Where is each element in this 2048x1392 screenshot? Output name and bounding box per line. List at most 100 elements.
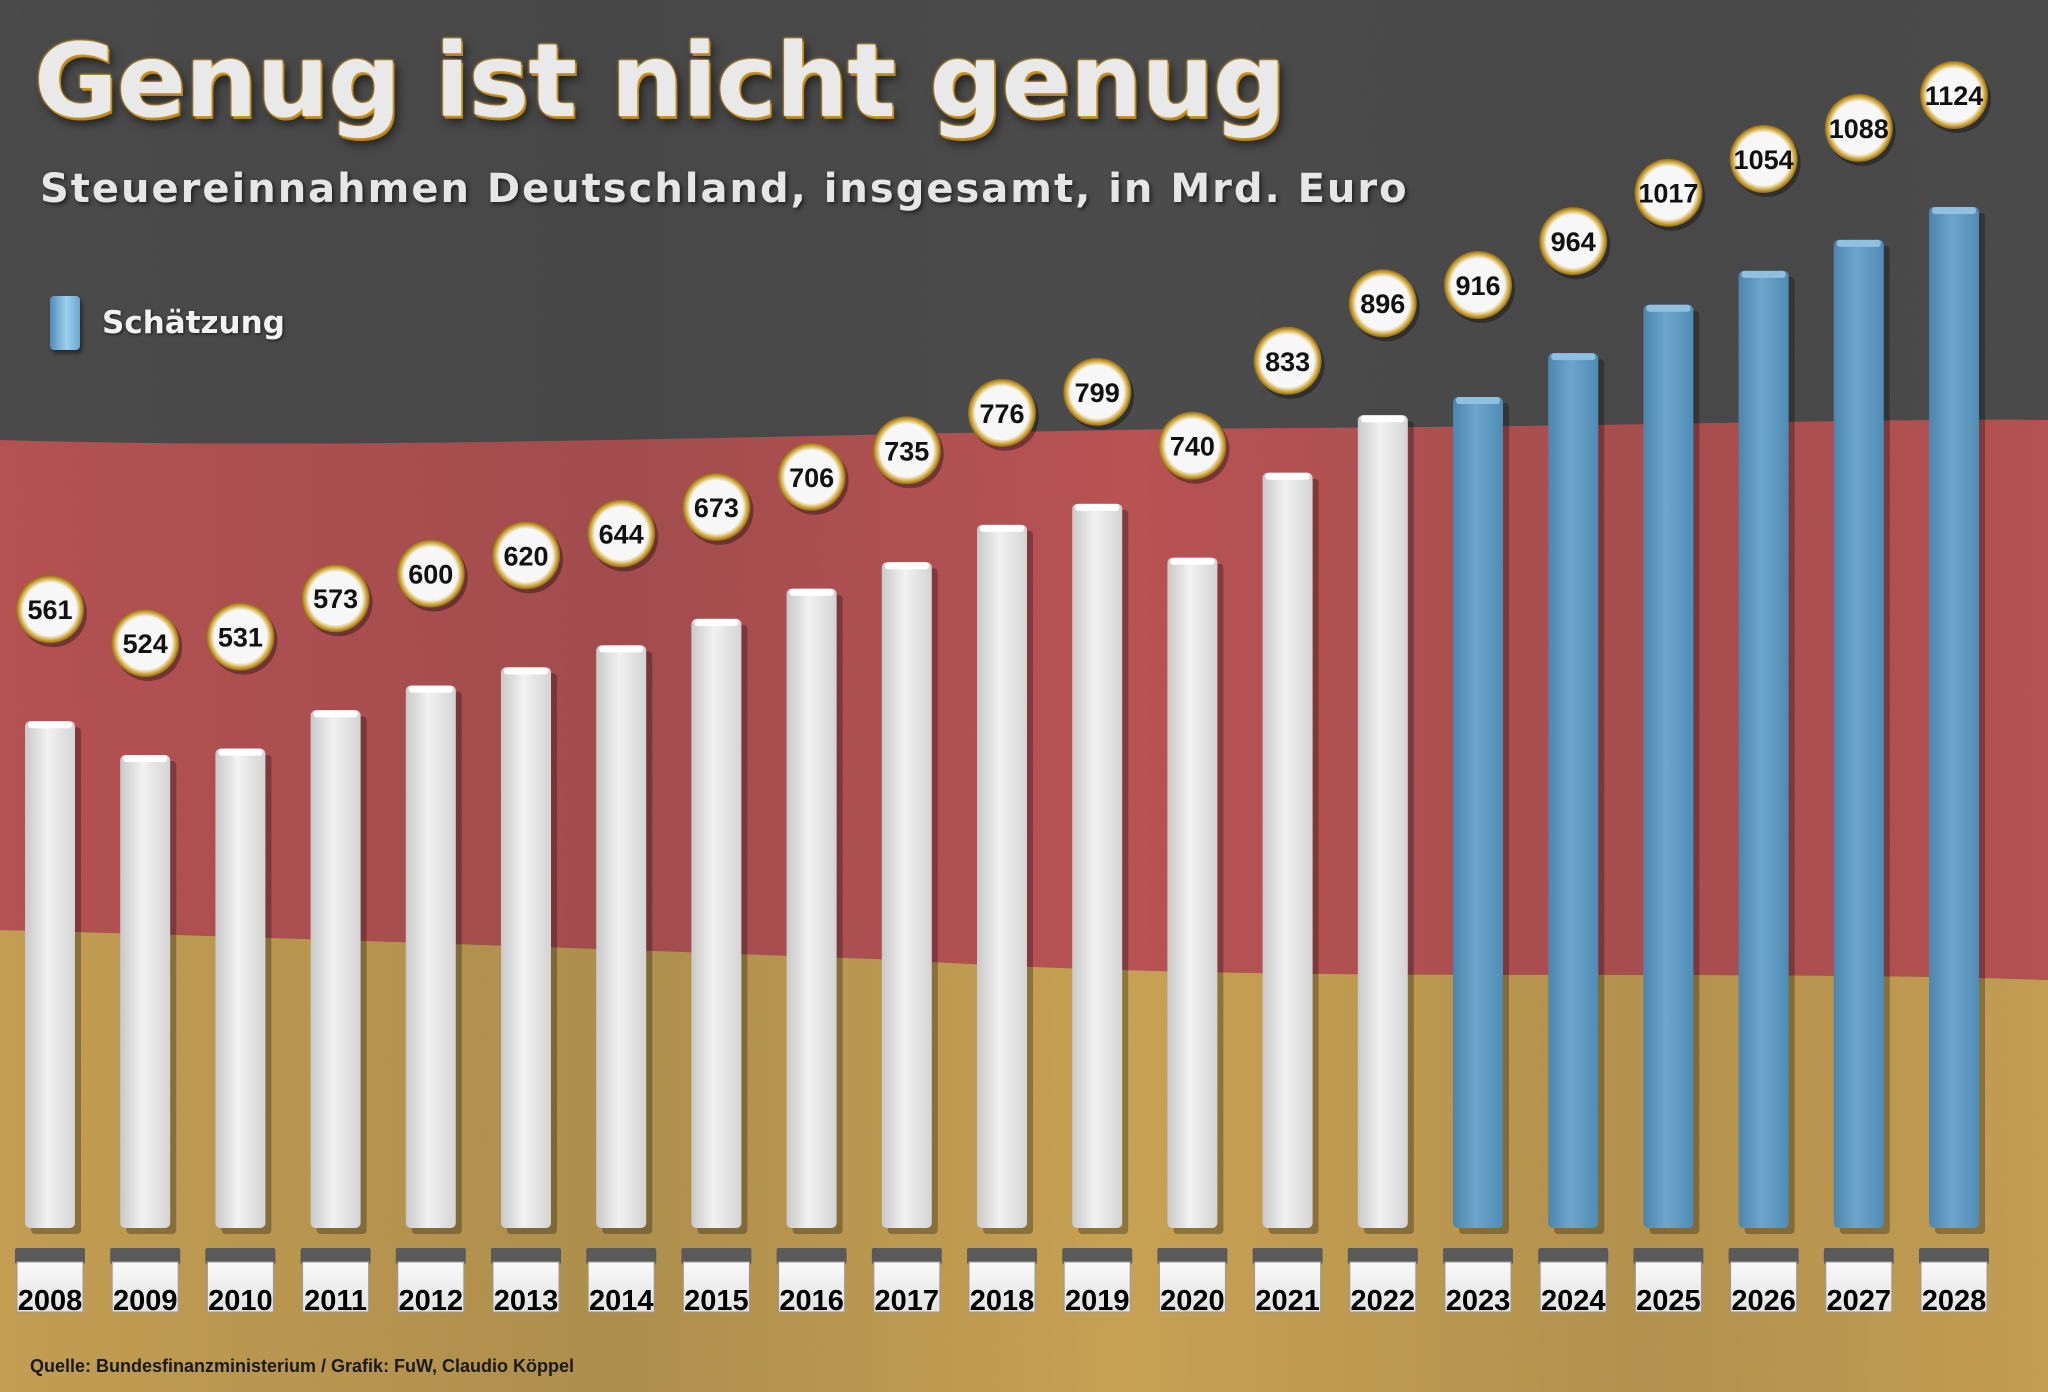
value-label-2027: 1088 — [1824, 93, 1896, 166]
value-text-2022: 896 — [1360, 289, 1405, 319]
year-label-2012: 2012 — [395, 1248, 466, 1317]
bar-2016 — [786, 588, 843, 1234]
value-label-2009: 524 — [111, 609, 183, 681]
value-label-2016: 706 — [777, 442, 849, 515]
bar-2026 — [1738, 270, 1795, 1234]
year-label-2013: 2013 — [491, 1248, 561, 1317]
bar-2010 — [215, 748, 272, 1234]
year-label-2019: 2019 — [1062, 1248, 1133, 1317]
value-text-2020: 740 — [1170, 432, 1215, 462]
year-text-2019: 2019 — [1065, 1285, 1130, 1317]
year-label-2015: 2015 — [681, 1248, 752, 1317]
value-text-2018: 776 — [979, 399, 1024, 429]
year-text-2010: 2010 — [208, 1285, 273, 1317]
year-text-2023: 2023 — [1446, 1285, 1511, 1317]
bar-2028 — [1929, 207, 1985, 1234]
source-note: Quelle: Bundesfinanzministerium / Grafik… — [30, 1356, 575, 1376]
year-label-2024: 2024 — [1538, 1248, 1609, 1317]
value-text-2012: 600 — [408, 560, 453, 590]
bar-2021 — [1262, 472, 1319, 1234]
year-label-2025: 2025 — [1633, 1248, 1704, 1317]
bar-2014 — [596, 645, 653, 1234]
year-text-2017: 2017 — [875, 1285, 940, 1317]
value-label-2019: 799 — [1063, 357, 1135, 430]
value-text-2014: 644 — [599, 519, 644, 549]
year-text-2024: 2024 — [1541, 1285, 1606, 1317]
value-label-2021: 833 — [1253, 326, 1325, 399]
value-label-2008: 561 — [16, 575, 87, 648]
bar-2017 — [881, 562, 938, 1234]
value-text-2017: 735 — [884, 436, 929, 466]
value-text-2015: 673 — [694, 493, 739, 523]
bar-2022 — [1357, 415, 1414, 1234]
value-label-2018: 776 — [968, 378, 1039, 451]
year-text-2012: 2012 — [399, 1285, 464, 1317]
value-label-2010: 531 — [206, 602, 278, 675]
year-text-2018: 2018 — [970, 1285, 1035, 1317]
chart-subtitle: Steuereinnahmen Deutschland, insgesamt, … — [40, 166, 1409, 212]
value-label-2020: 740 — [1158, 411, 1230, 484]
value-text-2019: 799 — [1075, 378, 1120, 408]
bar-2024 — [1548, 353, 1605, 1235]
year-text-2014: 2014 — [589, 1285, 654, 1317]
value-text-2016: 706 — [789, 463, 834, 493]
year-label-2017: 2017 — [871, 1248, 942, 1317]
bar-2015 — [691, 618, 748, 1234]
year-label-2010: 2010 — [205, 1248, 276, 1317]
year-text-2011: 2011 — [304, 1285, 367, 1317]
value-label-2028: 1124 — [1920, 61, 1991, 133]
value-label-2025: 1017 — [1634, 158, 1706, 231]
value-text-2027: 1088 — [1829, 114, 1889, 144]
bar-2011 — [310, 710, 367, 1234]
year-label-2023: 2023 — [1443, 1248, 1513, 1317]
year-label-2020: 2020 — [1157, 1248, 1228, 1317]
year-text-2016: 2016 — [779, 1285, 844, 1317]
year-label-2014: 2014 — [586, 1248, 657, 1317]
value-text-2011: 573 — [313, 584, 358, 614]
value-label-2022: 896 — [1348, 269, 1420, 342]
value-text-2010: 531 — [218, 623, 263, 653]
value-text-2009: 524 — [123, 629, 168, 659]
legend-label-estimate: Schätzung — [102, 305, 285, 341]
year-text-2026: 2026 — [1731, 1285, 1796, 1317]
year-label-2009: 2009 — [110, 1248, 181, 1317]
year-text-2013: 2013 — [494, 1285, 559, 1317]
year-label-2026: 2026 — [1728, 1248, 1799, 1317]
year-label-2022: 2022 — [1347, 1248, 1418, 1317]
value-text-2025: 1017 — [1638, 179, 1698, 209]
bar-2008 — [25, 721, 81, 1234]
value-text-2023: 916 — [1455, 271, 1500, 301]
bar-2018 — [977, 524, 1033, 1234]
bar-2027 — [1833, 239, 1890, 1234]
bar-2009 — [120, 755, 177, 1234]
value-text-2008: 561 — [27, 595, 72, 625]
year-label-2008: 2008 — [15, 1248, 85, 1317]
year-text-2021: 2021 — [1255, 1285, 1320, 1317]
bar-2025 — [1643, 304, 1700, 1234]
year-text-2028: 2028 — [1922, 1285, 1987, 1317]
year-label-2016: 2016 — [776, 1248, 847, 1317]
value-text-2013: 620 — [503, 541, 548, 571]
value-text-2024: 964 — [1551, 227, 1596, 257]
bar-2020 — [1167, 557, 1224, 1234]
value-label-2014: 644 — [587, 499, 659, 572]
year-text-2025: 2025 — [1636, 1285, 1701, 1317]
bar-2012 — [405, 685, 462, 1234]
page-title: Genug ist nicht genug — [34, 22, 1286, 141]
value-text-2026: 1054 — [1734, 145, 1794, 175]
value-label-2015: 673 — [682, 472, 754, 545]
value-label-2023: 916 — [1444, 250, 1515, 323]
bar-2019 — [1072, 503, 1129, 1234]
year-text-2020: 2020 — [1160, 1285, 1225, 1317]
year-text-2015: 2015 — [684, 1285, 749, 1317]
value-label-2011: 573 — [301, 564, 373, 637]
value-label-2026: 1054 — [1729, 124, 1801, 197]
value-label-2012: 600 — [396, 539, 468, 612]
value-text-2028: 1124 — [1925, 81, 1984, 111]
bar-2023 — [1453, 396, 1509, 1234]
year-text-2027: 2027 — [1827, 1285, 1892, 1317]
value-label-2013: 620 — [492, 521, 563, 594]
value-label-2017: 735 — [872, 416, 944, 489]
value-text-2021: 833 — [1265, 347, 1310, 377]
